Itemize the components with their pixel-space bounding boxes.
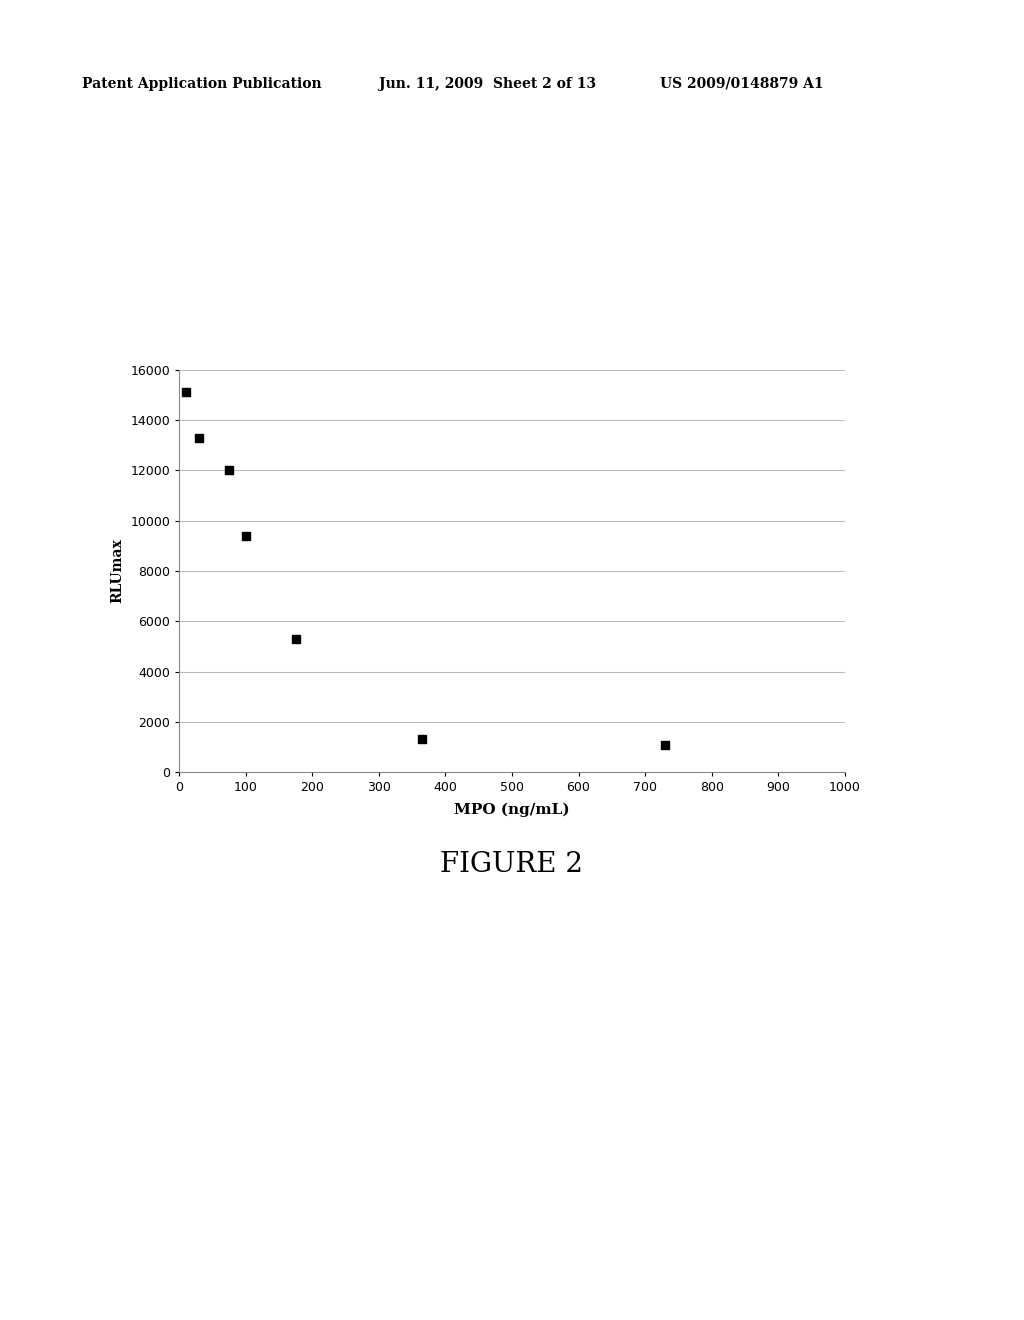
Point bbox=[238, 525, 254, 546]
Text: FIGURE 2: FIGURE 2 bbox=[440, 851, 584, 878]
Text: Patent Application Publication: Patent Application Publication bbox=[82, 77, 322, 91]
Point bbox=[178, 381, 195, 403]
Point bbox=[221, 459, 238, 480]
Y-axis label: RLUmax: RLUmax bbox=[111, 539, 125, 603]
X-axis label: MPO (ng/mL): MPO (ng/mL) bbox=[455, 803, 569, 817]
Point bbox=[288, 628, 304, 649]
Text: Jun. 11, 2009  Sheet 2 of 13: Jun. 11, 2009 Sheet 2 of 13 bbox=[379, 77, 596, 91]
Text: US 2009/0148879 A1: US 2009/0148879 A1 bbox=[660, 77, 824, 91]
Point bbox=[190, 426, 207, 447]
Point bbox=[414, 729, 430, 750]
Point bbox=[657, 734, 674, 755]
